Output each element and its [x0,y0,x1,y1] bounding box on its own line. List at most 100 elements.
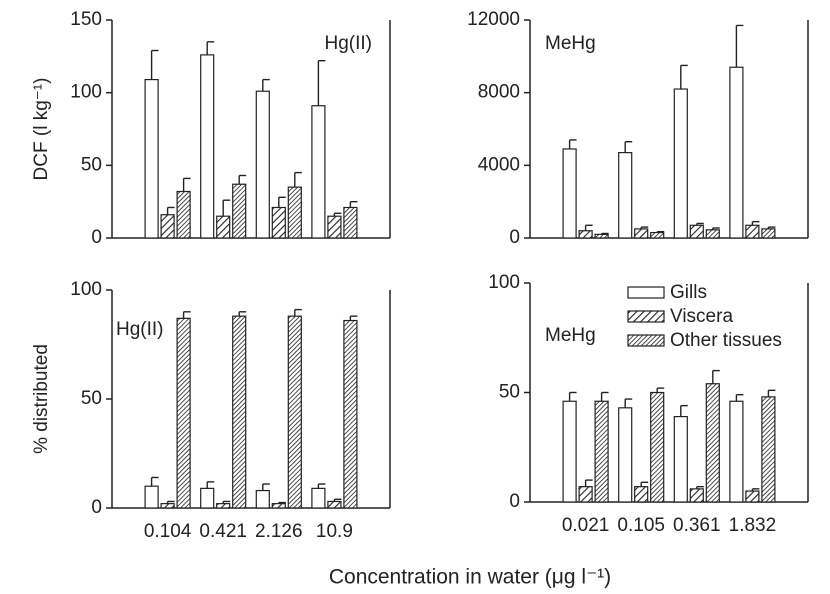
bar [311,105,326,239]
legend-swatch [627,334,665,347]
bar [689,224,704,239]
error-bar [349,315,358,321]
y-tick-label: 100 [70,279,102,300]
y-axis-label: % distributed [31,344,52,454]
bar [705,383,720,503]
y-tick-label: 12000 [467,9,520,30]
x-tick-label: 0.105 [617,515,665,536]
x-tick-label: 10.9 [316,521,353,542]
error-bar [349,200,358,208]
bar [327,500,342,509]
error-bar [222,199,231,217]
error-bar [150,49,159,80]
bar [311,487,326,509]
bar [761,396,776,503]
error-bar [262,483,270,491]
error-bar [712,227,720,230]
bar [729,400,744,503]
error-bar [624,141,633,153]
error-bar [206,41,215,55]
y-tick-label: 100 [488,272,520,293]
error-bar [294,308,302,317]
error-bar [262,78,270,92]
y-tick-label: 0 [509,491,520,512]
error-bar [751,488,760,492]
error-bar [222,500,231,504]
error-bar [584,479,593,487]
error-bar [182,311,191,319]
error-bar [680,64,688,90]
bar [650,231,665,239]
x-tick-label: 1.832 [729,515,777,536]
bar [745,224,760,239]
error-bar [735,393,744,402]
bar [232,315,247,509]
error-bar [568,139,577,149]
bar [562,148,577,239]
bar [327,215,342,239]
y-tick-label: 4000 [478,154,520,175]
bar [673,88,688,239]
bar [673,415,688,503]
legend-swatch [627,310,665,323]
legend-label: Viscera [670,306,733,327]
y-tick-label: 50 [81,388,102,409]
bar [144,78,159,239]
error-bar [294,171,302,188]
error-bar [333,212,342,217]
error-bar [206,481,215,489]
bar [761,228,776,239]
bar [562,400,577,503]
x-tick-label: 2.126 [255,521,303,542]
bar [650,391,665,503]
error-bar [696,222,704,226]
bar [176,190,191,239]
bar [343,319,358,509]
bar [176,317,191,509]
legend-swatch [627,286,665,299]
bar [287,186,302,239]
error-bar [166,500,175,504]
annotation: Hg(II) [325,33,373,54]
y-tick-label: 8000 [478,82,520,103]
error-bar [333,498,342,502]
error-bar [751,220,760,226]
bar [255,489,270,509]
error-bar [767,389,776,397]
y-axis-label: DCF (l kg⁻¹) [31,78,52,181]
error-bar [238,311,247,317]
bar [705,229,720,239]
error-bar [278,501,286,504]
error-bar [317,59,326,106]
error-bar [656,230,665,233]
bar [144,485,159,509]
error-bar [584,224,593,231]
bar [729,66,744,239]
error-bar [568,391,577,402]
bar [343,206,358,239]
bar [634,486,649,503]
error-bar [680,404,688,417]
bar [255,90,270,239]
error-bar [317,483,326,489]
error-bar [600,391,609,402]
y-tick-label: 100 [70,82,102,103]
y-tick-label: 50 [81,154,102,175]
legend-label: Other tissues [670,330,782,351]
legend-label: Gills [670,282,707,303]
bar [200,54,215,239]
y-tick-label: 150 [70,9,102,30]
bar [618,152,633,239]
bar [200,487,215,509]
bar [594,400,609,503]
annotation: MeHg [545,33,596,54]
x-tick-label: 0.361 [673,515,721,536]
x-tick-label: 0.421 [199,521,247,542]
error-bar [696,485,704,489]
error-bar [624,398,633,408]
error-bar [712,369,720,384]
x-tick-label: 0.104 [144,521,192,542]
bar [634,228,649,239]
bar [287,315,302,509]
error-bar [600,232,609,235]
